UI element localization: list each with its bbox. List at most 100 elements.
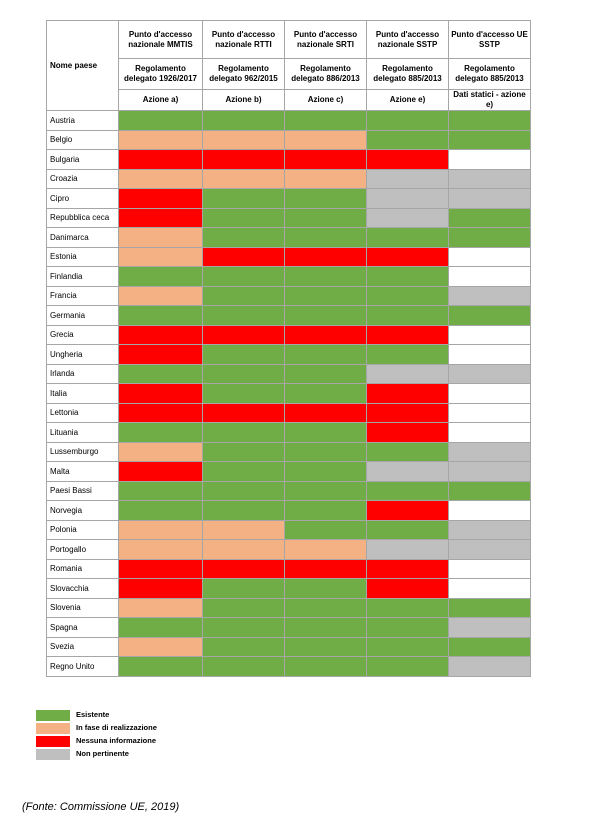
status-cell [202,539,285,560]
country-name: Slovenia [46,597,119,618]
table-row: Slovacchia [46,578,531,599]
status-cell [448,578,531,599]
table-header: Nome paese Punto d'accesso nazionale MMT… [46,20,531,111]
table-row: Spagna [46,617,531,638]
status-cell [366,656,449,677]
table-row: Belgio [46,129,531,150]
table-row: Lettonia [46,402,531,423]
status-cell [366,149,449,170]
status-cell [118,188,203,209]
status-cell [202,110,285,131]
column-header-action: Azione b) [202,89,285,111]
status-cell [448,110,531,131]
status-cell [118,578,203,599]
status-cell [284,480,367,501]
status-cell [118,110,203,131]
status-cell [366,305,449,326]
status-cell [366,539,449,560]
column-header-action: Azione e) [366,89,449,111]
table-row: Polonia [46,519,531,540]
country-column-header: Nome paese [46,20,119,111]
country-name: Cipro [46,188,119,209]
status-cell [118,441,203,462]
table-row: Bulgaria [46,149,531,170]
status-cell [366,188,449,209]
country-name: Danimarca [46,227,119,248]
status-cell [284,305,367,326]
status-cell [448,129,531,150]
status-cell [202,285,285,306]
status-cell [448,636,531,657]
status-cell [118,558,203,579]
status-cell [202,383,285,404]
country-name: Estonia [46,246,119,267]
status-cell [284,539,367,560]
status-cell [202,519,285,540]
status-cell [118,383,203,404]
legend-label: Nessuna informazione [76,736,157,745]
status-cell [366,246,449,267]
country-name: Lituania [46,422,119,443]
status-cell [366,461,449,482]
column-header-action: Azione c) [284,89,367,111]
status-cell [366,558,449,579]
country-name: Lettonia [46,402,119,423]
status-cell [448,519,531,540]
status-cell [366,519,449,540]
status-cell [202,441,285,462]
status-cell [366,578,449,599]
legend-swatch [36,723,70,734]
country-name: Portogallo [46,539,119,560]
status-cell [448,422,531,443]
status-cell [366,285,449,306]
column-header-action: Azione a) [118,89,203,111]
column-header-title: Punto d'accesso nazionale SSTP [366,20,449,59]
table-row: Regno Unito [46,656,531,677]
table-row: Ungheria [46,344,531,365]
column-header-title: Punto d'accesso nazionale SRTI [284,20,367,59]
status-cell [366,207,449,228]
status-cell [366,227,449,248]
country-name: Ungheria [46,344,119,365]
table-row: Romania [46,558,531,579]
status-cell [202,402,285,423]
status-cell [366,480,449,501]
status-cell [118,422,203,443]
country-name: Regno Unito [46,656,119,677]
status-cell [366,636,449,657]
table-row: Finlandia [46,266,531,287]
status-cell [202,363,285,384]
table-row: Germania [46,305,531,326]
status-cell [284,168,367,189]
status-cell [366,129,449,150]
legend-label: In fase di realizzazione [76,723,157,732]
country-name: Paesi Bassi [46,480,119,501]
status-cell [284,519,367,540]
column-header-regulation: Regolamento delegato 962/2015 [202,58,285,90]
status-cell [448,383,531,404]
status-cell [284,441,367,462]
status-cell [202,500,285,521]
status-cell [118,149,203,170]
status-cell [366,402,449,423]
column-header-action: Dati statici - azione e) [448,89,531,111]
status-cell [284,461,367,482]
table-row: Croazia [46,168,531,189]
country-name: Francia [46,285,119,306]
status-cell [284,422,367,443]
status-cell [202,558,285,579]
status-cell [366,500,449,521]
status-cell [118,519,203,540]
status-cell [118,227,203,248]
country-name: Repubblica ceca [46,207,119,228]
status-cell [448,324,531,345]
country-name: Norvegia [46,500,119,521]
status-cell [284,188,367,209]
table-row: Lussemburgo [46,441,531,462]
status-cell [118,324,203,345]
status-cell [202,188,285,209]
status-cell [284,266,367,287]
status-cell [448,500,531,521]
status-cell [118,636,203,657]
country-name: Slovacchia [46,578,119,599]
